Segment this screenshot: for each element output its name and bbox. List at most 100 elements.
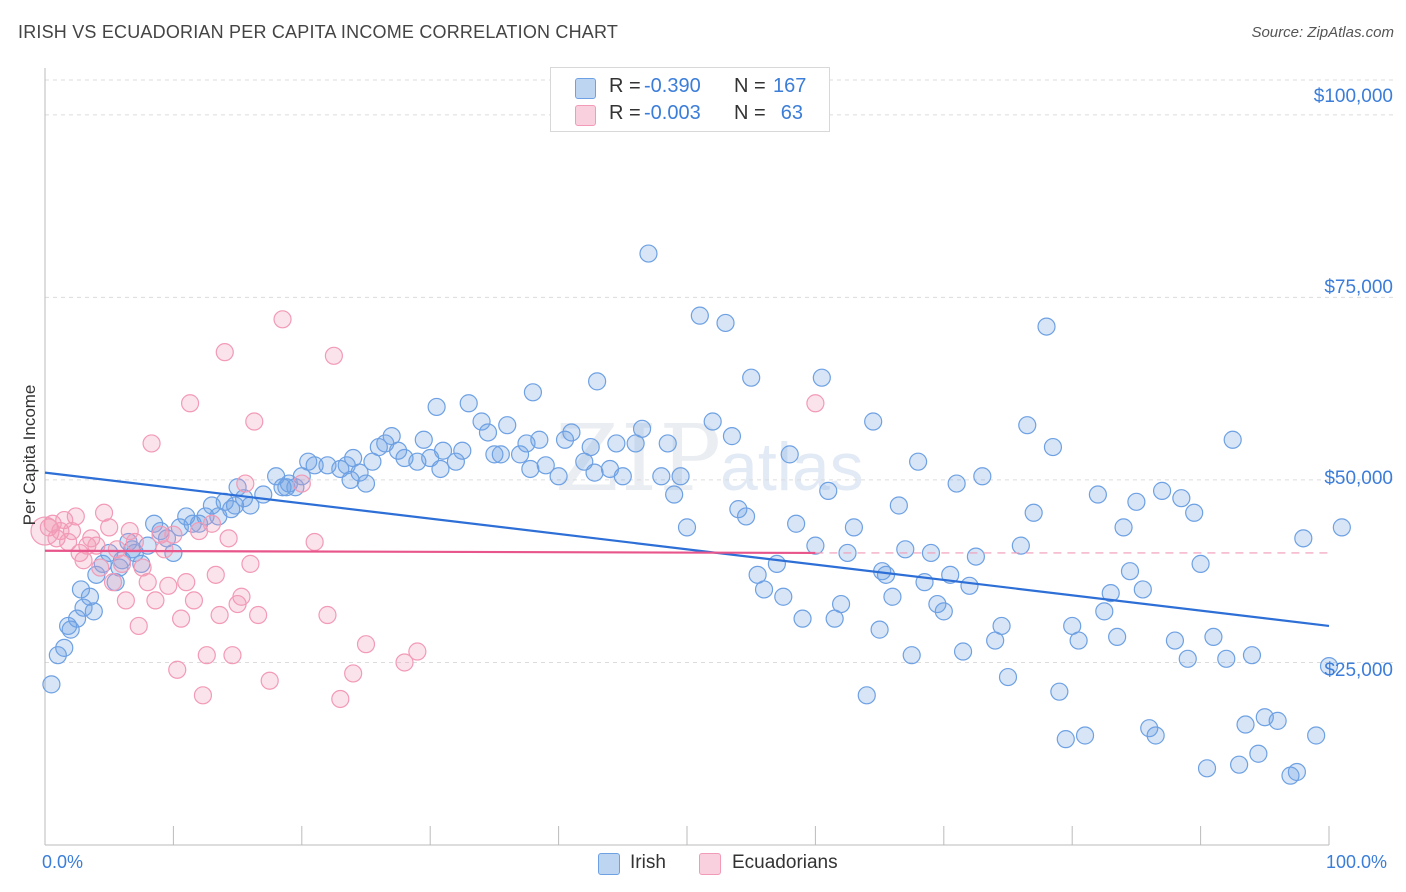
irish-point bbox=[652, 467, 671, 486]
irish-point bbox=[581, 437, 600, 457]
ecuadorian-point bbox=[151, 525, 170, 544]
ecuadorian-point bbox=[112, 554, 132, 573]
ecuadorian-point bbox=[164, 525, 183, 544]
ecuadorian-point bbox=[318, 605, 337, 625]
irish-point bbox=[1114, 518, 1133, 537]
irish-point bbox=[1120, 562, 1140, 581]
ecuadorian-point bbox=[331, 689, 350, 709]
bottom-legend-irish: Irish bbox=[630, 852, 666, 873]
irish-point bbox=[844, 518, 864, 537]
irish-point bbox=[1037, 317, 1056, 336]
irish-point bbox=[1043, 437, 1063, 457]
ecuadorian-point bbox=[184, 591, 204, 610]
irish-point bbox=[1294, 529, 1313, 548]
irish-point bbox=[74, 598, 93, 617]
ecuadorian-point bbox=[292, 474, 311, 493]
irish-point bbox=[446, 452, 465, 471]
irish-point bbox=[1075, 726, 1095, 745]
irish-point bbox=[84, 602, 103, 621]
irish-point bbox=[883, 587, 902, 606]
irish-point bbox=[1146, 726, 1165, 745]
irish-point bbox=[742, 368, 761, 387]
ecuadorian-point bbox=[91, 558, 110, 577]
irish-point bbox=[947, 474, 966, 493]
irish-trend-line bbox=[44, 471, 1330, 628]
ecuadorian-point bbox=[356, 635, 376, 654]
irish-point bbox=[1319, 657, 1339, 676]
chart-title: IRISH VS ECUADORIAN PER CAPITA INCOME CO… bbox=[18, 22, 619, 42]
ecuadorian-point bbox=[408, 642, 427, 661]
irish-point bbox=[928, 594, 947, 614]
irish-point bbox=[472, 412, 491, 431]
irish-point bbox=[433, 441, 453, 460]
ecuadorian-point bbox=[273, 310, 292, 329]
irish-point bbox=[960, 576, 979, 595]
irish-point bbox=[787, 514, 806, 533]
irish-point bbox=[549, 467, 568, 486]
irish-point bbox=[1088, 485, 1107, 504]
irish-point bbox=[459, 394, 478, 413]
ecuadorian-point bbox=[172, 609, 191, 628]
irish-point bbox=[1050, 682, 1069, 701]
irish-point bbox=[498, 416, 517, 435]
irish-point bbox=[780, 445, 799, 464]
irish-point bbox=[896, 540, 915, 559]
legend-row-ecuadorians: R = -0.003 N = 63 bbox=[551, 102, 829, 130]
legend-r-label: R = bbox=[609, 75, 641, 97]
legend-n-label: N = bbox=[734, 102, 766, 124]
irish-point bbox=[389, 441, 408, 460]
irish-point bbox=[1095, 602, 1114, 621]
ecuadorian-point bbox=[146, 591, 165, 610]
legend-r-label: R = bbox=[609, 102, 641, 124]
ecuadorian-point bbox=[129, 616, 148, 636]
irish-point bbox=[767, 554, 786, 573]
irish-point bbox=[953, 642, 973, 661]
irish-point bbox=[658, 434, 677, 453]
irish-point bbox=[42, 675, 61, 694]
irish-point bbox=[536, 456, 555, 475]
ecuadorian-point bbox=[155, 540, 174, 559]
ecuadorian-point bbox=[120, 521, 139, 541]
ecuadorian-point bbox=[260, 671, 279, 690]
irish-point bbox=[1332, 518, 1351, 537]
correlation-legend: R = -0.390 N = 167 R = -0.003 N = 63 bbox=[550, 67, 830, 132]
watermark-zip: ZIP bbox=[555, 405, 724, 512]
irish-point bbox=[71, 580, 91, 599]
ecuadorian-point bbox=[395, 653, 414, 672]
irish-point bbox=[716, 313, 735, 333]
legend-n-value: 63 bbox=[780, 102, 803, 124]
irish-point bbox=[59, 616, 78, 636]
legend-r-value: -0.390 bbox=[644, 75, 701, 97]
irish-point bbox=[588, 372, 607, 391]
irish-point bbox=[562, 423, 581, 442]
bottom-legend-swatch-ecuadorians bbox=[699, 853, 721, 875]
ecuadorian-point bbox=[30, 516, 60, 546]
irish-point bbox=[1172, 489, 1191, 508]
irish-point bbox=[870, 620, 889, 639]
legend-swatch-ecuadorians bbox=[575, 105, 596, 126]
irish-point bbox=[414, 430, 433, 449]
ecuadorian-point bbox=[66, 507, 85, 526]
irish-point bbox=[145, 514, 164, 533]
irish-point bbox=[585, 463, 604, 482]
legend-n-label: N = bbox=[734, 75, 766, 97]
source-credit: Source: ZipAtlas.com bbox=[1251, 24, 1394, 41]
ecuadorian-point bbox=[180, 394, 200, 413]
irish-point bbox=[1197, 759, 1217, 778]
irish-point bbox=[431, 459, 450, 479]
irish-point bbox=[1242, 646, 1262, 665]
irish-point bbox=[1230, 755, 1249, 774]
ecuadorian-point bbox=[116, 591, 135, 610]
irish-point bbox=[189, 514, 209, 533]
ecuadorian-point bbox=[100, 518, 119, 537]
irish-point bbox=[1127, 492, 1146, 511]
ecuadorian-point bbox=[236, 474, 255, 493]
irish-point bbox=[1069, 631, 1088, 650]
ecuadorian-point bbox=[305, 532, 324, 552]
irish-point bbox=[902, 646, 921, 665]
irish-point bbox=[966, 547, 986, 566]
irish-point bbox=[754, 580, 774, 599]
irish-point bbox=[677, 518, 697, 537]
irish-point bbox=[793, 609, 812, 628]
